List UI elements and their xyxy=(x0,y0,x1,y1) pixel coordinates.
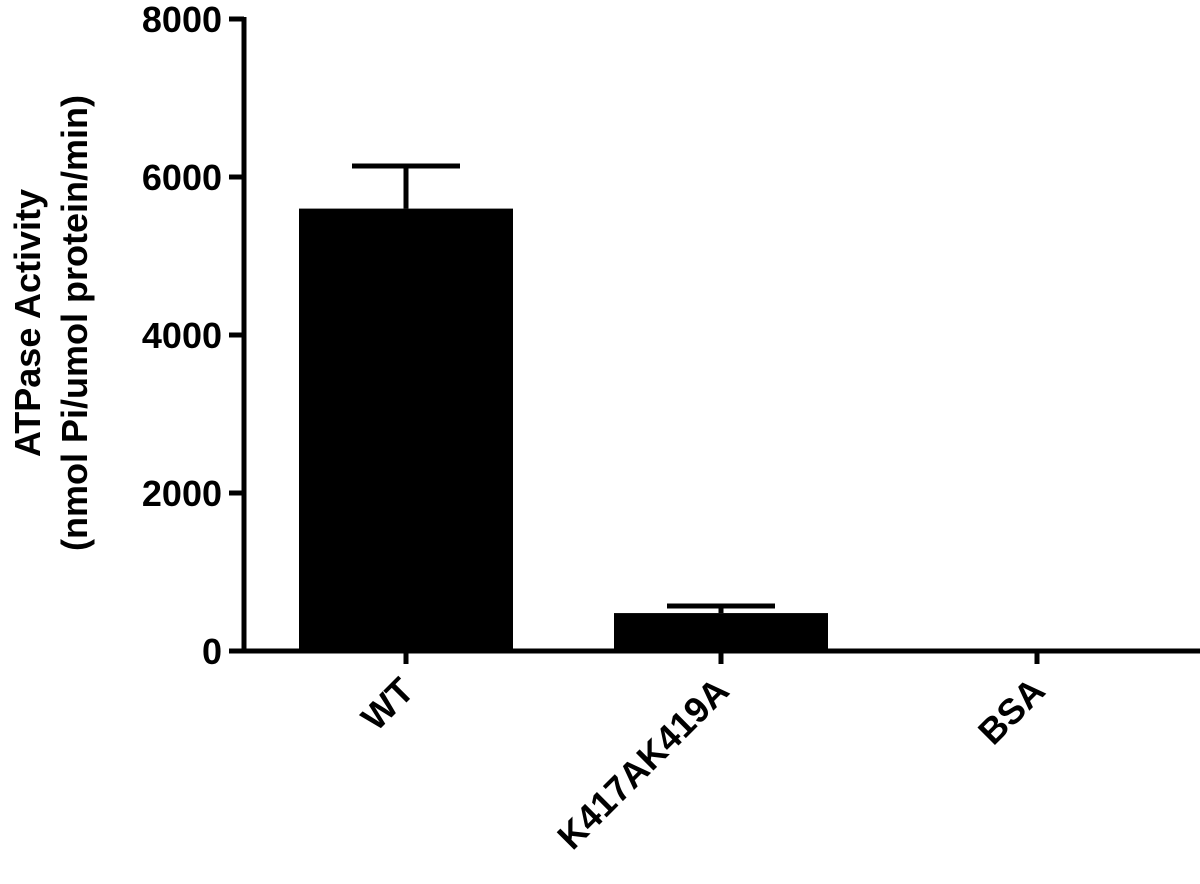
bar-0 xyxy=(299,208,513,651)
y-tick-label-3: 6000 xyxy=(142,157,222,198)
x-tick-label-1: K417AK419A xyxy=(549,670,736,857)
y-tick-label-0: 0 xyxy=(202,631,222,672)
y-tick-label-2: 4000 xyxy=(142,315,222,356)
x-tick-label-2: BSA xyxy=(970,670,1053,753)
y-ticks-group: 0 2000 4000 6000 8000 xyxy=(142,0,244,672)
bar-1 xyxy=(614,613,828,651)
y-tick-label-1: 2000 xyxy=(142,473,222,514)
y-axis-title-line2: (nmol Pi/umol protein/min) xyxy=(54,95,95,551)
y-tick-label-4: 8000 xyxy=(142,0,222,40)
x-tick-label-0: WT xyxy=(353,670,422,739)
x-ticks-group: WT K417AK419A BSA xyxy=(353,651,1053,857)
bars-group xyxy=(299,208,828,651)
error-bars-group xyxy=(352,163,775,614)
y-axis-title-line1: ATPase Activity xyxy=(7,189,48,457)
